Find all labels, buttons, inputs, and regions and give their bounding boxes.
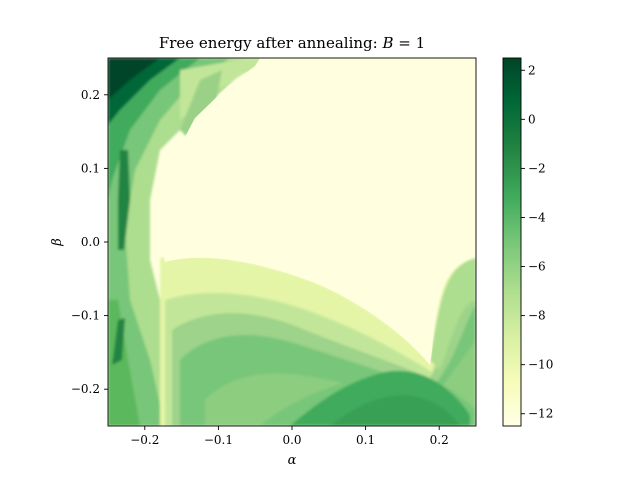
colorbar-tick-label: −2 — [528, 161, 546, 175]
y-tick-label: −0.2 — [71, 382, 100, 396]
colorbar — [502, 57, 522, 427]
chart-title: Free energy after annealing: B = 1 — [159, 34, 425, 52]
x-tick-label: 0.0 — [282, 433, 301, 447]
region-left-mid — [108, 58, 230, 426]
y-tick-label: 0.1 — [81, 161, 100, 175]
region-left-strip — [108, 300, 140, 426]
region-right-lobe — [430, 258, 476, 370]
region-upper-streak — [180, 70, 222, 140]
x-axis-ticks: −0.2 −0.1 0.0 0.1 0.2 — [130, 426, 449, 447]
region-basin-core — [330, 395, 460, 426]
region-central-plateau — [158, 58, 476, 365]
x-tick-label: −0.1 — [204, 433, 233, 447]
region-left-outer — [108, 58, 290, 426]
colorbar-tick-label: 0 — [528, 112, 536, 126]
colorbar-tick-label: −12 — [528, 407, 553, 421]
y-tick-label: 0.0 — [81, 235, 100, 249]
region-left-streak-1 — [118, 150, 130, 250]
y-axis-label: β — [50, 238, 65, 247]
region-upper-ridge — [180, 58, 290, 120]
colorbar-ticks: 2 0 −2 −4 −6 −8 −10 −12 — [521, 63, 553, 421]
colorbar-tick-label: −8 — [528, 309, 546, 323]
y-axis-ticks: 0.2 0.1 0.0 −0.1 −0.2 — [71, 88, 108, 396]
colorbar-tick-label: −4 — [528, 210, 546, 224]
x-tick-label: 0.1 — [356, 433, 375, 447]
colorbar-tick-label: −10 — [528, 358, 553, 372]
x-axis-label: α — [288, 453, 297, 468]
x-tick-label: −0.2 — [130, 433, 159, 447]
region-top-left-core — [108, 58, 160, 100]
colorbar-tick-label: 2 — [528, 63, 536, 77]
y-tick-label: 0.2 — [81, 88, 100, 102]
colorbar-tick-label: −6 — [528, 260, 546, 274]
heatmap-field — [108, 58, 476, 426]
region-left-streak-2 — [112, 318, 125, 365]
y-tick-label: −0.1 — [71, 309, 100, 323]
x-tick-label: 0.2 — [430, 433, 449, 447]
